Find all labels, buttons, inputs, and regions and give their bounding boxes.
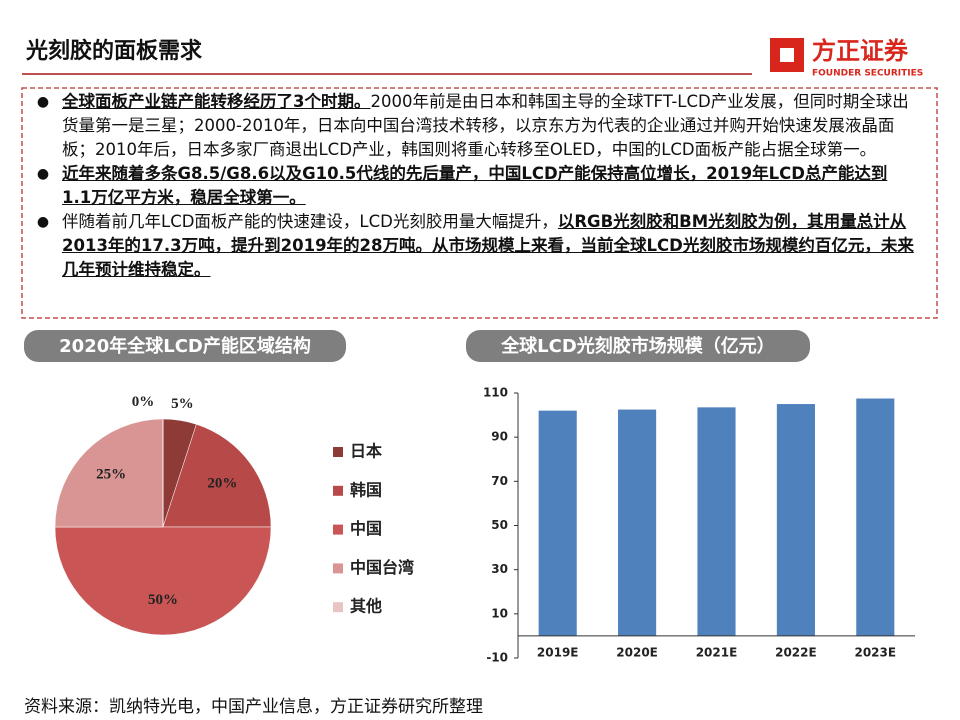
bullet: ● 全球面板产业链产能转移经历了3个时期。2000年前是由日本和韩国主导的全球TF… — [24, 90, 914, 162]
y-tick-label: 70 — [491, 474, 508, 488]
pie-slice — [162, 423, 272, 528]
bar — [776, 404, 815, 636]
x-tick-label: 2022E — [775, 645, 817, 659]
bar — [856, 398, 895, 636]
logo-text: 方正证券 — [812, 37, 909, 65]
y-tick-label: 90 — [491, 430, 508, 444]
bullet-segment: 近年来随着多条G8.5/G8.6以及G10.5代线的先后量产，中国LCD产能保持… — [62, 164, 888, 207]
legend-swatch — [333, 524, 343, 535]
bullet-dot: ● — [36, 166, 50, 182]
pie-label: 20% — [207, 475, 237, 491]
bullet-segment: 伴随着前几年LCD面板产能的快速建设，LCD光刻胶用量大幅提升， — [62, 212, 558, 231]
pie-label: 50% — [148, 592, 178, 608]
footer-source: 资料来源：凯纳特光电，中国产业信息，方正证券研究所整理 — [24, 697, 483, 717]
bullet-box — [21, 87, 938, 319]
bullet-dot: ● — [36, 214, 50, 230]
bullet: ● 近年来随着多条G8.5/G8.6以及G10.5代线的先后量产，中国LCD产能保… — [24, 162, 914, 210]
legend-label: 日本 — [350, 442, 382, 461]
chart-title-box — [24, 330, 346, 362]
bar — [538, 410, 577, 636]
y-tick-label: 30 — [491, 562, 508, 576]
pie-label: 25% — [96, 467, 126, 483]
bullet-dot: ● — [36, 94, 50, 110]
bullet-segment: 以RGB光刻胶和BM光刻胶为例，其用量总计从2013年的17.3万吨，提升到20… — [62, 212, 914, 279]
legend-swatch — [333, 485, 343, 496]
chart-title: 全球LCD光刻胶市场规模（亿元） — [500, 335, 775, 357]
pie-slice — [54, 418, 164, 528]
y-tick-label: 10 — [491, 606, 508, 620]
x-tick-label: 2020E — [616, 645, 658, 659]
bullet-list: ● 全球面板产业链产能转移经历了3个时期。2000年前是由日本和韩国主导的全球TF… — [24, 90, 914, 282]
y-tick-label: -10 — [486, 651, 508, 665]
legend-swatch — [333, 602, 343, 613]
chart-title-box — [466, 330, 810, 362]
x-tick-label: 2021E — [696, 645, 738, 659]
chart-title: 2020年全球LCD产能区域结构 — [59, 335, 311, 357]
legend-label: 其他 — [350, 597, 382, 616]
legend-label: 中国台湾 — [350, 558, 414, 577]
legend-label: 中国 — [350, 519, 382, 538]
logo-icon — [770, 38, 804, 72]
bullet-text: 全球面板产业链产能转移经历了3个时期。2000年前是由日本和韩国主导的全球TFT… — [62, 90, 914, 162]
bullet: ● 伴随着前几年LCD面板产能的快速建设，LCD光刻胶用量大幅提升，以RGB光刻胶… — [24, 210, 914, 282]
legend-swatch — [333, 447, 343, 457]
page-title: 光刻胶的面板需求 — [25, 38, 202, 64]
pie-label: 5% — [171, 396, 194, 412]
x-tick-label: 2023E — [854, 645, 896, 659]
logo-subtext: FOUNDER SECURITIES — [812, 69, 923, 79]
bullet-segment: 全球面板产业链产能转移经历了3个时期。 — [62, 92, 371, 111]
x-tick-label: 2019E — [537, 645, 579, 659]
bar — [618, 409, 657, 636]
legend-label: 韩国 — [350, 480, 382, 499]
bullet-text: 伴随着前几年LCD面板产能的快速建设，LCD光刻胶用量大幅提升，以RGB光刻胶和… — [62, 210, 914, 282]
pie-slice — [54, 526, 272, 636]
y-tick-label: 50 — [491, 518, 508, 532]
y-tick-label: 110 — [483, 386, 508, 400]
pie-label: 0% — [132, 394, 155, 410]
bullet-text: 近年来随着多条G8.5/G8.6以及G10.5代线的先后量产，中国LCD产能保持… — [62, 162, 914, 210]
legend-swatch — [333, 563, 343, 574]
bullet-segment: 2000年前是由日本和韩国主导的全球TFT-LCD产业发展，但同时期全球出货量第… — [62, 92, 909, 159]
bar — [697, 407, 736, 636]
